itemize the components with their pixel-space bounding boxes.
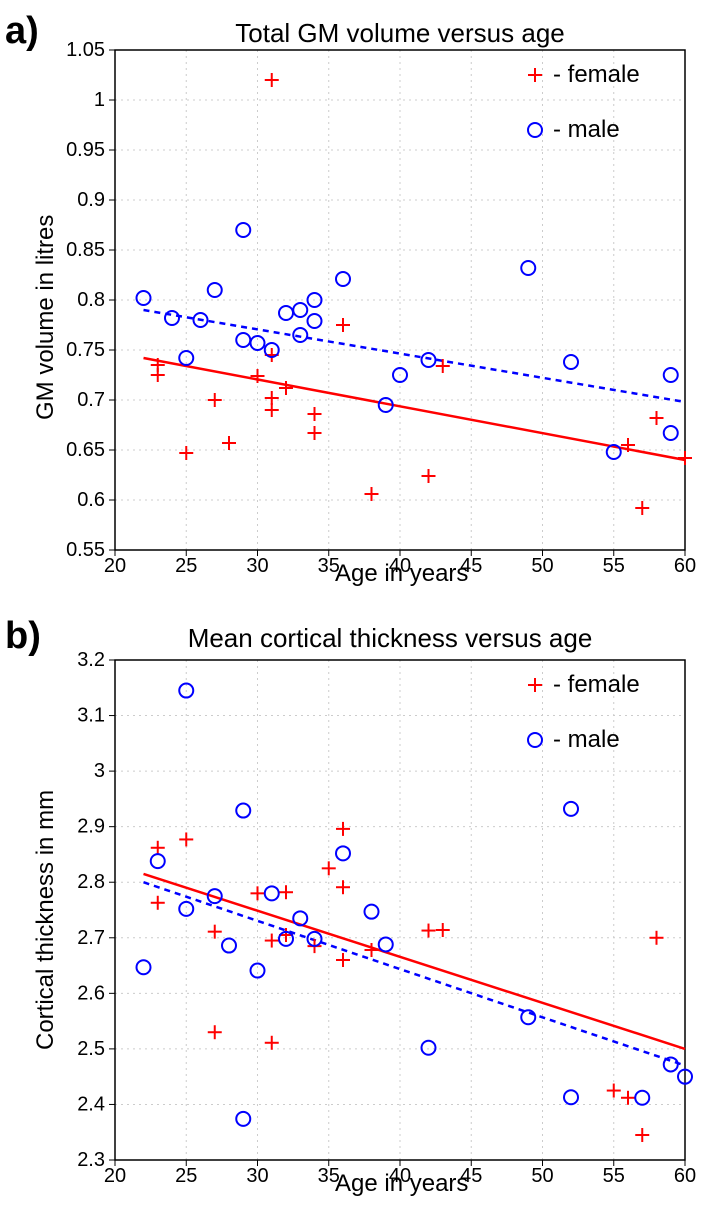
svg-text:0.85: 0.85 xyxy=(66,239,105,261)
svg-text:- male: - male xyxy=(553,726,620,753)
svg-text:1: 1 xyxy=(94,89,105,111)
svg-text:25: 25 xyxy=(175,1165,197,1187)
svg-text:0.9: 0.9 xyxy=(77,189,105,211)
svg-text:40: 40 xyxy=(389,555,411,577)
svg-text:2.7: 2.7 xyxy=(77,927,105,949)
svg-text:3: 3 xyxy=(94,760,105,782)
svg-text:50: 50 xyxy=(531,1165,553,1187)
svg-text:2.8: 2.8 xyxy=(77,871,105,893)
svg-text:55: 55 xyxy=(603,555,625,577)
svg-text:1.05: 1.05 xyxy=(66,39,105,61)
svg-text:3.2: 3.2 xyxy=(77,649,105,671)
svg-text:20: 20 xyxy=(104,1165,126,1187)
svg-text:2.3: 2.3 xyxy=(77,1149,105,1171)
svg-text:45: 45 xyxy=(460,555,482,577)
svg-text:45: 45 xyxy=(460,1165,482,1187)
svg-text:55: 55 xyxy=(603,1165,625,1187)
svg-text:20: 20 xyxy=(104,555,126,577)
svg-text:2.5: 2.5 xyxy=(77,1038,105,1060)
svg-text:30: 30 xyxy=(246,555,268,577)
svg-text:- female: - female xyxy=(553,671,640,698)
svg-text:- female: - female xyxy=(553,61,640,88)
svg-text:35: 35 xyxy=(318,555,340,577)
svg-text:0.95: 0.95 xyxy=(66,139,105,161)
svg-text:25: 25 xyxy=(175,555,197,577)
svg-text:35: 35 xyxy=(318,1165,340,1187)
svg-text:60: 60 xyxy=(674,1165,696,1187)
svg-text:30: 30 xyxy=(246,1165,268,1187)
svg-text:40: 40 xyxy=(389,1165,411,1187)
svg-text:2.4: 2.4 xyxy=(77,1093,105,1115)
svg-text:0.65: 0.65 xyxy=(66,439,105,461)
svg-text:0.6: 0.6 xyxy=(77,489,105,511)
svg-text:0.7: 0.7 xyxy=(77,389,105,411)
svg-text:- male: - male xyxy=(553,116,620,143)
svg-text:3.1: 3.1 xyxy=(77,705,105,727)
svg-text:60: 60 xyxy=(674,555,696,577)
chart-a-svg: 20 25 30 35 40 45 50 55 60 0.55 0.6 0.65 0.7 0.75 0.8 0… xyxy=(0,0,725,610)
svg-text:0.55: 0.55 xyxy=(66,539,105,561)
chart-b-svg: 20 25 30 35 40 45 50 55 60 2.3 2.4 2.5 2.6 2.7 2.8 2.9 3… xyxy=(0,600,725,1210)
svg-text:2.9: 2.9 xyxy=(77,816,105,838)
svg-text:50: 50 xyxy=(531,555,553,577)
svg-text:0.75: 0.75 xyxy=(66,339,105,361)
figure-container: a) Total GM volume versus age GM volume … xyxy=(0,0,725,1211)
svg-text:0.8: 0.8 xyxy=(77,289,105,311)
svg-text:2.6: 2.6 xyxy=(77,982,105,1004)
